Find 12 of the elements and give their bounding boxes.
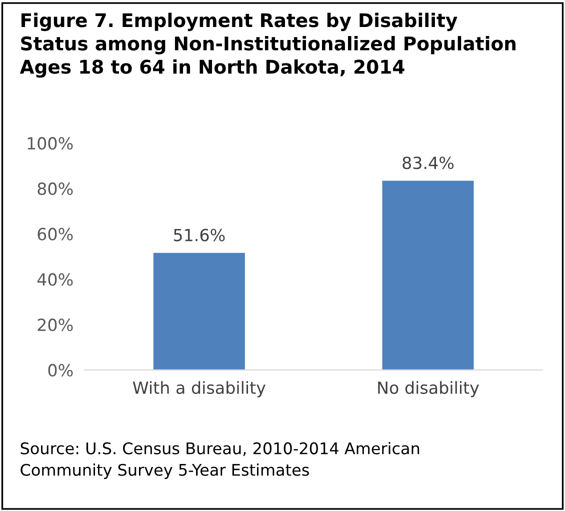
data-label: 51.6% <box>174 228 225 242</box>
x-tick-label: No disability <box>378 381 479 398</box>
y-tick-label: 0% <box>48 364 73 377</box>
chart-title: Figure 7. Employment Rates by Disability Status among Non-Institutionalized Population Ages 18 to 64 in North Dakota, 2014 <box>20 12 516 78</box>
x-tick-label: With a disability <box>132 381 266 398</box>
y-tick-label: 20% <box>38 318 73 332</box>
y-tick-label: 80% <box>38 182 73 196</box>
y-tick-label: 100% <box>28 137 73 150</box>
source-note: Source: U.S. Census Bureau, 2010-2014 American Community Survey 5-Year Estimates <box>20 442 420 479</box>
y-tick-label: 40% <box>37 273 73 286</box>
data-label: 83.4% <box>402 156 454 170</box>
y-tick-label: 60% <box>38 228 73 240</box>
